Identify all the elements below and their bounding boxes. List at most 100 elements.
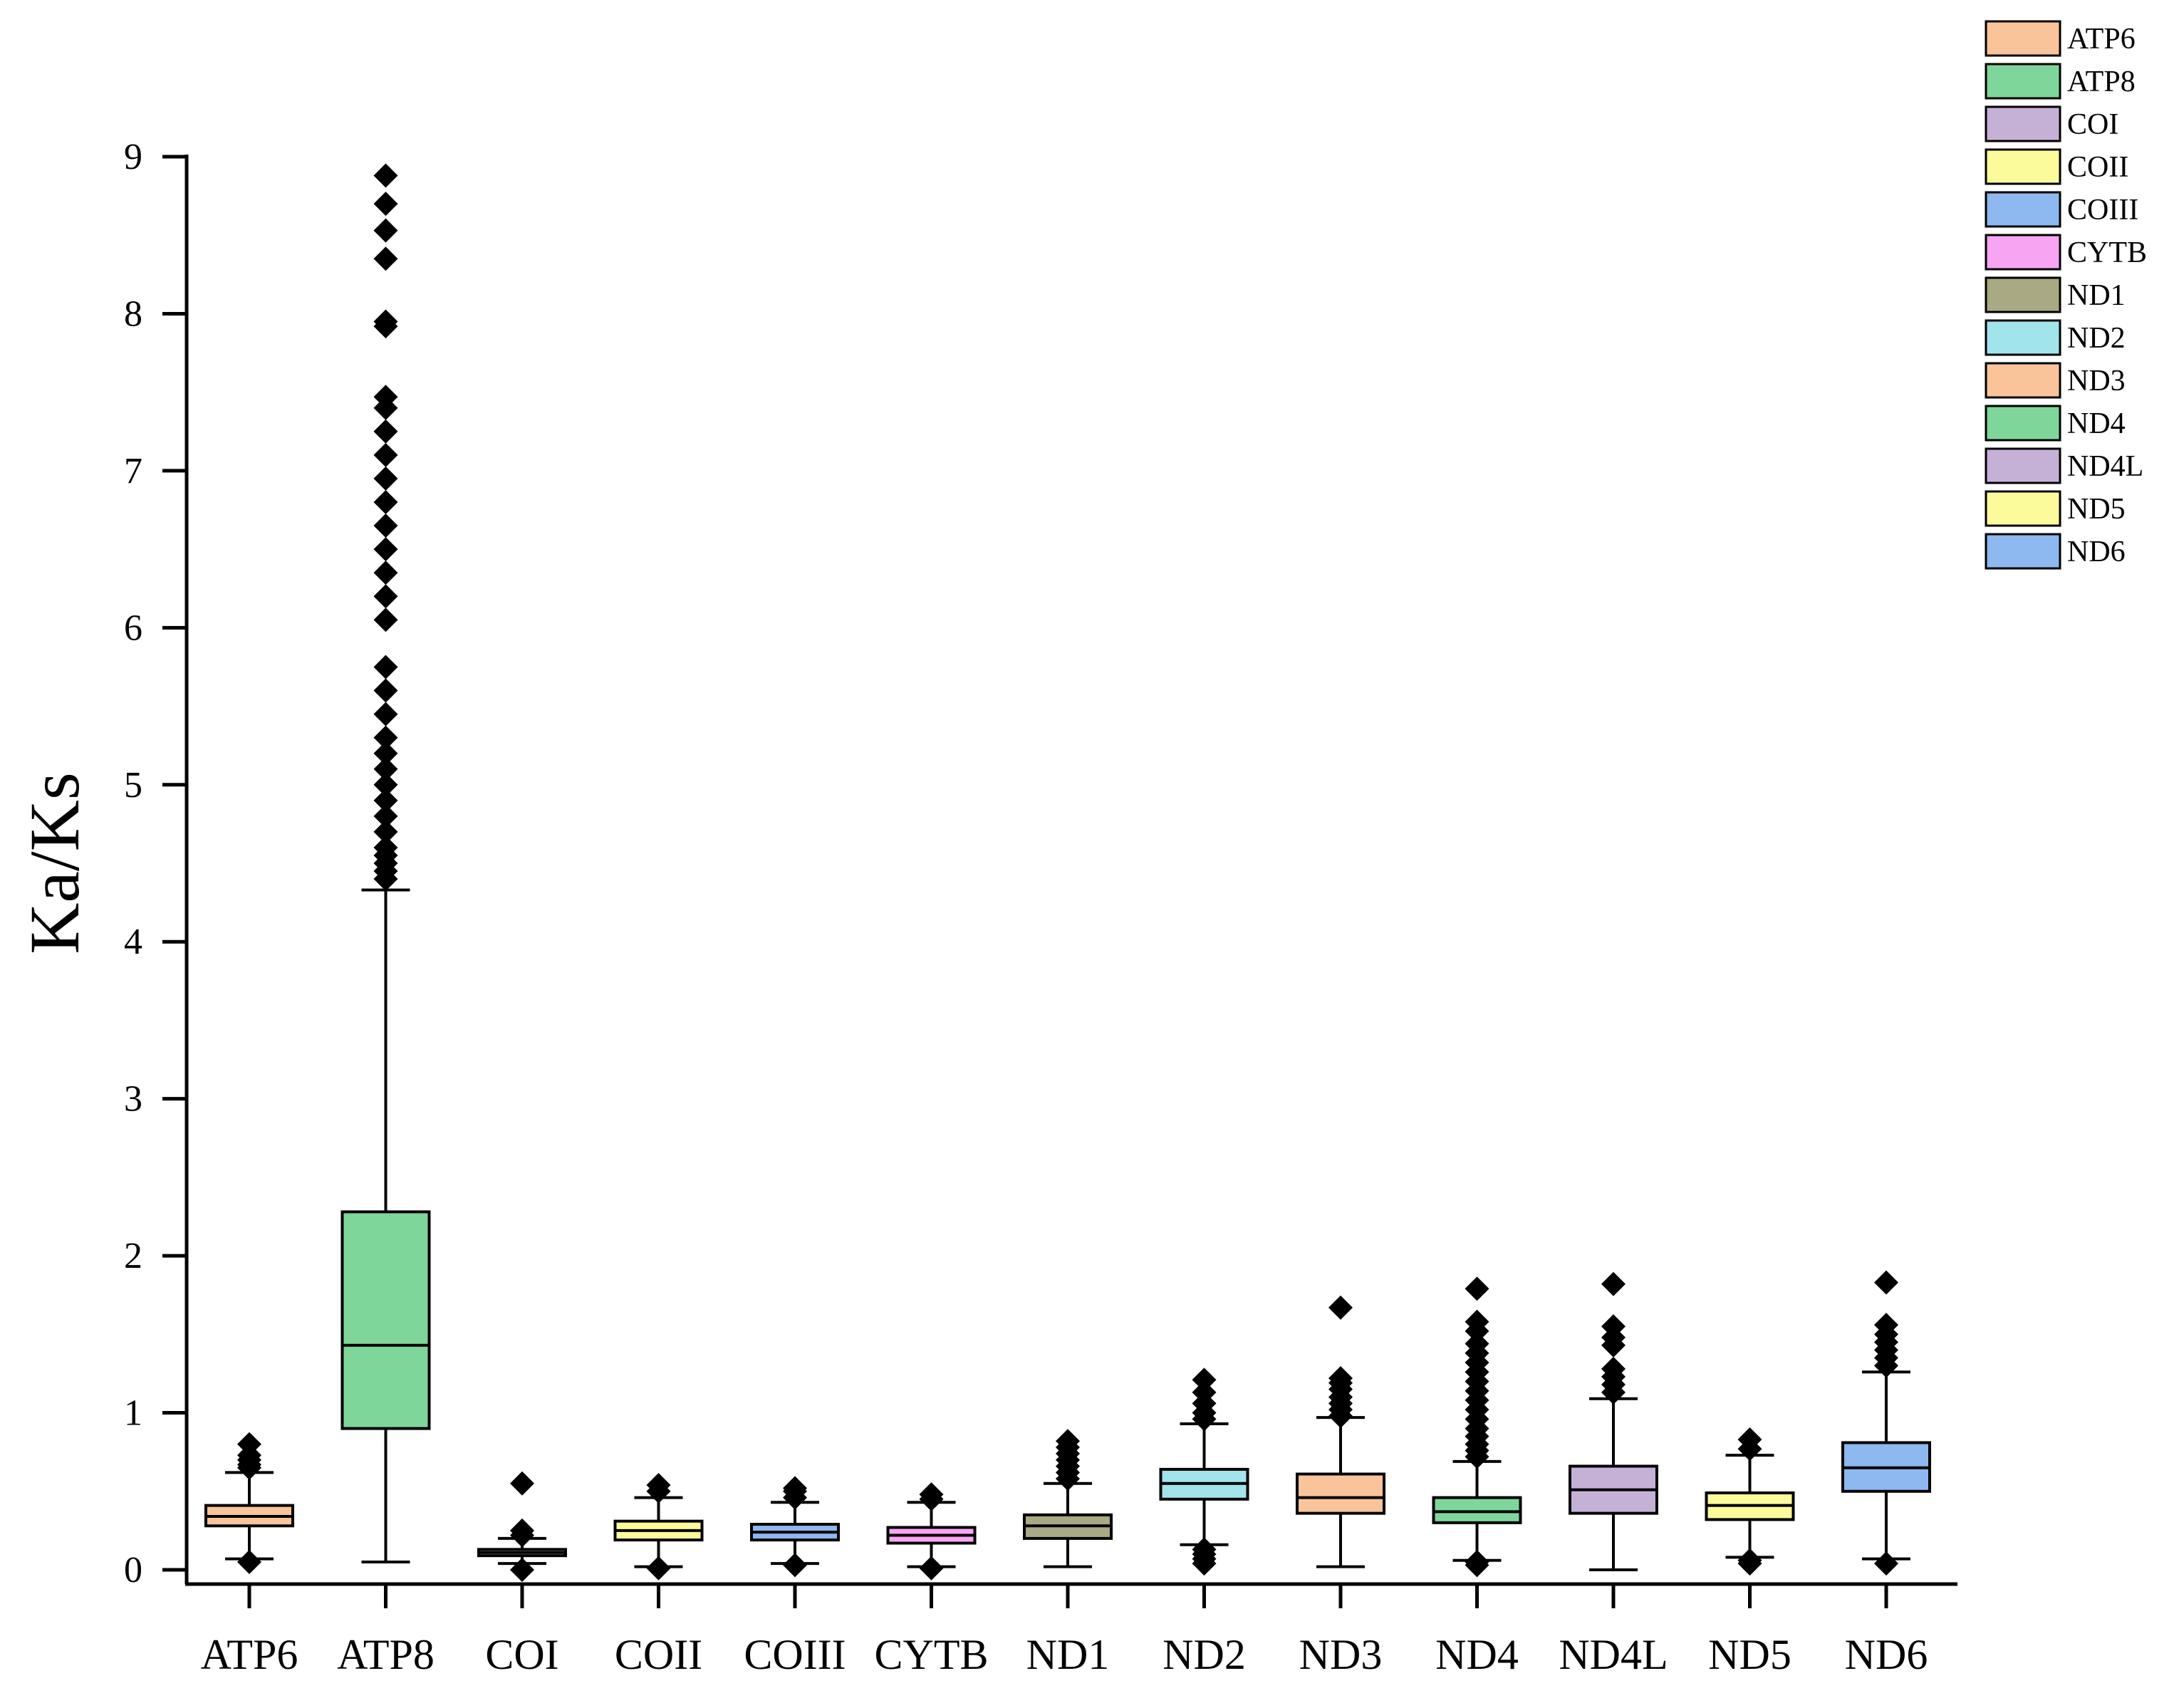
outlier-point: [373, 803, 398, 828]
outlier-point: [237, 1432, 261, 1457]
outlier-point: [1874, 1313, 1898, 1338]
outlier-point: [373, 466, 398, 491]
outlier-point: [1465, 1331, 1489, 1356]
legend-label: ND2: [2067, 322, 2126, 355]
legend-swatch: [1985, 490, 2061, 527]
outlier-point: [919, 1482, 944, 1507]
legend-swatch: [1985, 276, 2061, 313]
outlier-point: [783, 1476, 807, 1501]
x-tick-label: COI: [485, 1631, 558, 1678]
y-tick-label: 0: [124, 1550, 142, 1590]
outlier-point: [373, 561, 398, 585]
outlier-point: [373, 725, 398, 750]
y-tick-label: 5: [124, 765, 142, 806]
outlier-point: [1465, 1549, 1489, 1574]
outlier-point: [1465, 1309, 1489, 1334]
y-tick-label: 6: [124, 608, 142, 648]
outlier-point: [373, 419, 398, 444]
legend-label: ND3: [2067, 365, 2126, 397]
legend-label: ND4: [2067, 407, 2126, 440]
box-nd4: [1432, 1496, 1522, 1524]
x-tick-label: COIII: [744, 1631, 846, 1678]
outlier-point: [373, 385, 398, 410]
outlier-point: [373, 218, 398, 243]
outlier-point: [1874, 1270, 1898, 1295]
box-nd3: [1296, 1472, 1385, 1515]
legend-swatch: [1985, 191, 2061, 228]
outlier-point: [373, 442, 398, 467]
y-tick-label: 7: [124, 451, 142, 491]
y-axis-title: Ka/Ks: [15, 772, 94, 954]
outlier-point: [1601, 1356, 1626, 1381]
outlier-point: [1601, 1314, 1626, 1339]
x-tick-label: ND4L: [1559, 1631, 1668, 1678]
outlier-point: [373, 678, 398, 703]
outlier-point: [1192, 1537, 1217, 1562]
legend-swatch: [1985, 63, 2061, 100]
outlier-point: [1056, 1429, 1080, 1454]
legend-swatch: [1985, 362, 2061, 399]
outlier-point: [1601, 1271, 1626, 1296]
x-tick-label: COII: [615, 1631, 702, 1678]
legend-label: ND6: [2067, 536, 2126, 568]
outlier-point: [373, 741, 398, 766]
x-tick-label: ATP6: [201, 1631, 298, 1678]
outlier-point: [373, 655, 398, 679]
outlier-point: [1465, 1276, 1489, 1301]
outlier-point: [373, 163, 398, 188]
y-tick-label: 3: [124, 1079, 142, 1120]
outlier-point: [373, 788, 398, 813]
outlier-point: [373, 756, 398, 781]
outlier-point: [1328, 1366, 1353, 1391]
outlier-point: [1874, 1551, 1898, 1576]
legend-swatch: [1985, 447, 2061, 484]
outlier-point: [646, 1556, 671, 1581]
outlier-point: [373, 772, 398, 797]
y-tick-label: 1: [124, 1393, 142, 1434]
outlier-point: [373, 192, 398, 217]
x-tick-label: ND3: [1299, 1631, 1383, 1678]
outlier-point: [646, 1472, 671, 1497]
legend-swatch: [1985, 20, 2061, 57]
outlier-point: [373, 819, 398, 844]
x-tick-label: ND5: [1708, 1631, 1791, 1678]
y-tick-label: 9: [124, 137, 142, 177]
legend-swatch: [1985, 234, 2061, 271]
legend-swatch: [1985, 148, 2061, 185]
legend-swatch: [1985, 533, 2061, 570]
outlier-point: [373, 537, 398, 562]
outlier-point: [373, 702, 398, 727]
legend-swatch: [1985, 105, 2061, 142]
outlier-point: [783, 1553, 807, 1578]
y-tick-label: 2: [124, 1236, 142, 1276]
legend-label: ATP8: [2067, 66, 2136, 98]
y-tick-label: 8: [124, 293, 142, 334]
outlier-point: [373, 608, 398, 632]
x-tick-label: CYTB: [874, 1631, 988, 1678]
legend-swatch: [1985, 405, 2061, 442]
x-tick-label: ND2: [1163, 1631, 1246, 1678]
legend-label: CYTB: [2067, 236, 2147, 269]
x-tick-label: ATP8: [337, 1631, 435, 1678]
outlier-point: [237, 1549, 261, 1574]
outlier-point: [510, 1518, 534, 1543]
outlier-point: [1737, 1427, 1762, 1452]
legend-label: COIII: [2067, 194, 2138, 226]
legend-label: ND5: [2067, 493, 2126, 526]
outlier-point: [1328, 1295, 1353, 1320]
x-tick-label: ND4: [1435, 1631, 1519, 1678]
legend-swatch: [1985, 319, 2061, 356]
legend-label: COII: [2067, 151, 2128, 184]
outlier-point: [373, 584, 398, 609]
outlier-point: [1192, 1380, 1217, 1405]
outlier-point: [919, 1556, 944, 1581]
outlier-point: [373, 246, 398, 271]
outlier-point: [510, 1471, 534, 1496]
y-tick-label: 4: [124, 922, 142, 962]
outlier-point: [373, 514, 398, 538]
box-atp8: [340, 1210, 431, 1430]
legend-label: ATP6: [2067, 23, 2136, 56]
legend-label: COI: [2067, 108, 2118, 141]
